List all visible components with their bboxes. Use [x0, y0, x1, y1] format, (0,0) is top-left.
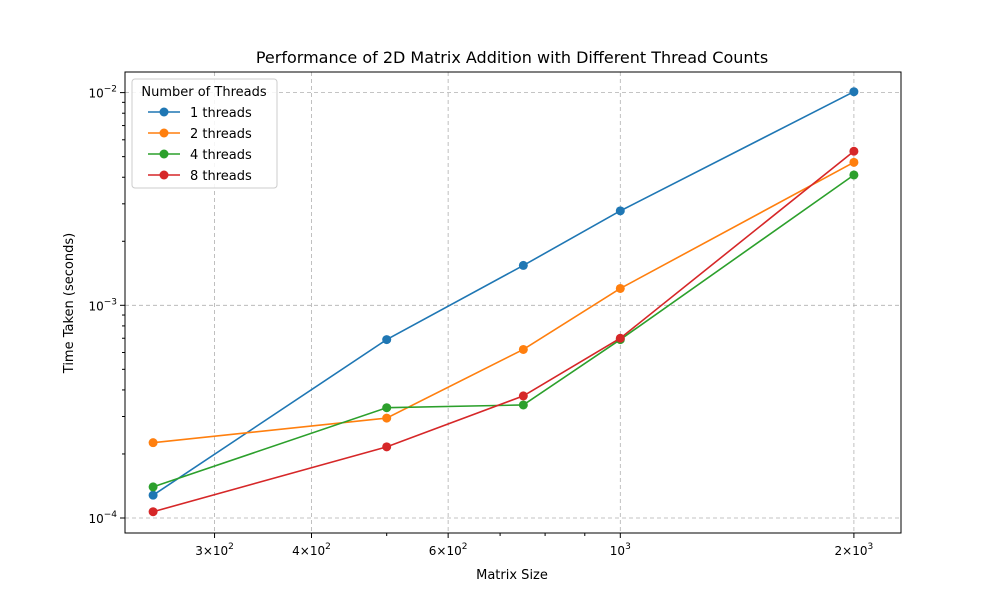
series-line-2	[153, 161, 855, 444]
data-point-s3-1	[148, 482, 158, 492]
x-tick-label-1: 4×102	[292, 542, 331, 558]
data-point-s2-3	[518, 344, 528, 354]
series-2	[148, 157, 859, 448]
data-point-s2-5	[849, 157, 859, 167]
series-4	[148, 146, 859, 517]
chart-title: Performance of 2D Matrix Addition with D…	[256, 48, 768, 67]
legend-entry-2: 2 threads	[148, 127, 252, 142]
x-tick-label-4: 2×103	[835, 542, 874, 558]
legend-entry-3: 4 threads	[148, 148, 252, 163]
series-1	[148, 87, 859, 500]
data-point-s1-1	[148, 490, 158, 500]
data-point-s4-2	[382, 442, 392, 452]
series-line-3	[152, 174, 855, 488]
legend-label-2: 2 threads	[190, 127, 252, 142]
series-layer	[148, 87, 859, 517]
data-point-s4-4	[615, 333, 625, 343]
data-point-s1-3	[518, 260, 528, 270]
legend-marker-1	[159, 107, 169, 117]
legend: Number of Threads 1 threads 2 threads 4 th…	[131, 78, 278, 189]
y-tick-label-1: 10−3	[88, 297, 117, 313]
y-tick-label-2: 10−2	[88, 85, 117, 101]
series-3	[148, 170, 859, 492]
data-point-s2-4	[615, 283, 625, 293]
x-tick-label-3: 103	[610, 542, 631, 558]
ticks: 3×102 4×102 6×102 103 2×103 10−4 10−3 10−2	[88, 85, 873, 558]
data-point-s3-3	[518, 400, 528, 410]
data-point-s4-5	[849, 146, 859, 156]
data-point-s2-1	[148, 438, 158, 448]
data-point-s2-2	[382, 413, 392, 423]
legend-title: Number of Threads	[141, 85, 266, 100]
legend-box	[131, 78, 278, 189]
x-axis-label: Matrix Size	[476, 568, 548, 583]
series-line-4	[152, 150, 855, 513]
legend-label-1: 1 threads	[190, 106, 252, 121]
legend-entries: 1 threads 2 threads 4 threads 8 threads	[148, 106, 252, 184]
legend-entry-1: 1 threads	[148, 106, 252, 121]
legend-label-3: 4 threads	[190, 148, 252, 163]
plot-frame	[124, 71, 902, 534]
data-point-s4-1	[148, 507, 158, 517]
x-tick-label-2: 6×102	[429, 542, 468, 558]
data-point-s1-4	[615, 206, 625, 216]
legend-label-4: 8 threads	[190, 169, 252, 184]
x-tick-label-0: 3×102	[195, 542, 234, 558]
data-point-s3-2	[382, 403, 392, 413]
data-point-s1-5	[849, 87, 859, 97]
legend-entry-4: 8 threads	[148, 169, 252, 184]
y-tick-label-0: 10−4	[88, 510, 117, 526]
legend-marker-4	[159, 170, 169, 180]
data-point-s4-3	[518, 391, 528, 401]
legend-marker-2	[159, 128, 169, 138]
data-point-s1-2	[382, 335, 392, 345]
data-point-s3-5	[849, 170, 859, 180]
legend-marker-3	[159, 149, 169, 159]
y-axis-label: Time Taken (seconds)	[62, 233, 77, 374]
